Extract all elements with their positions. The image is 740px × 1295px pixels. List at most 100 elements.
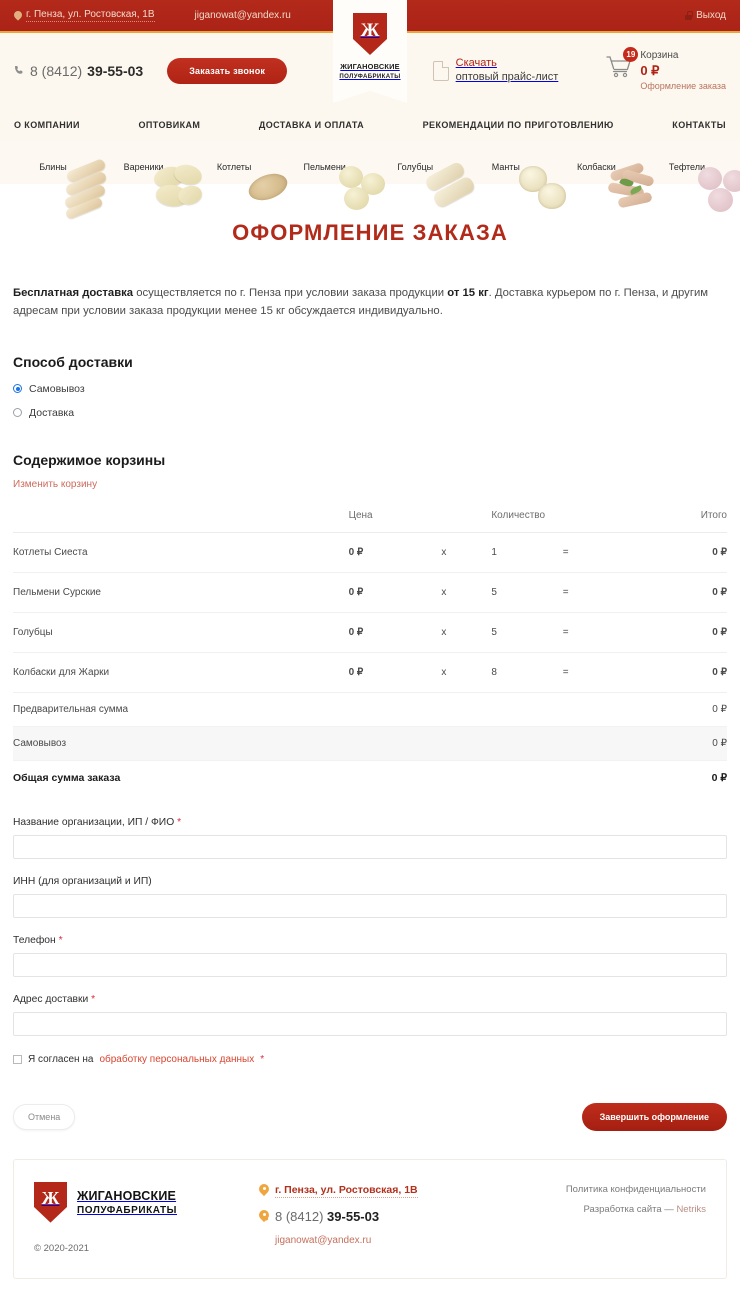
category-tefteli[interactable]: Тефтели xyxy=(644,153,740,212)
developer-link[interactable]: Netriks xyxy=(676,1203,706,1215)
form-actions: Отмена Завершить оформление xyxy=(13,1102,727,1131)
category-golubcy[interactable]: Голубцы xyxy=(372,153,477,209)
download-line2: оптовый прайс-лист xyxy=(455,70,559,83)
row-mul: x xyxy=(441,532,492,573)
col-total: Итого xyxy=(627,509,727,533)
row-eq: = xyxy=(562,652,627,693)
category-label: Колбаски xyxy=(577,162,616,172)
footer-phone-main: 39-55-03 xyxy=(327,1208,380,1224)
nav-item-wholesale[interactable]: ОПТОВИКАМ xyxy=(138,119,201,130)
footer-address-text: г. Пенза, ул. Ростовская, 1В xyxy=(275,1183,418,1198)
logout-link[interactable]: Выход xyxy=(685,10,726,21)
row-total: 0 ₽ xyxy=(627,652,727,693)
privacy-policy-link[interactable]: обработку персональных данных xyxy=(99,1053,255,1065)
privacy-policy-link[interactable]: Политика конфиденциальности xyxy=(565,1183,706,1195)
consent-row[interactable]: Я согласен на обработку персональных дан… xyxy=(13,1054,727,1065)
page-title: ОФОРМЛЕНИЕ ЗАКАЗА xyxy=(232,220,508,245)
consent-checkbox[interactable] xyxy=(13,1054,22,1064)
delivery-method-heading: Способ доставки xyxy=(13,353,133,370)
site-logo[interactable]: Ж ЖИГАНОВСКИЕ ПОЛУФАБРИКАТЫ xyxy=(333,0,407,103)
radio-indicator[interactable] xyxy=(13,384,22,394)
totals-label: Самовывоз xyxy=(13,726,643,761)
logo-line2: ПОЛУФАБРИКАТЫ xyxy=(339,73,401,80)
footer-email-link[interactable]: jiganowat@yandex.ru xyxy=(275,1234,372,1246)
nav-item-about[interactable]: О КОМПАНИИ xyxy=(14,119,80,130)
col-name xyxy=(13,509,349,533)
category-label: Тефтели xyxy=(668,162,706,172)
intro-bold-1: Бесплатная доставка xyxy=(13,287,134,299)
col-qty: Количество xyxy=(491,509,563,533)
row-name: Пельмени Сурские xyxy=(13,572,349,613)
footer-phone[interactable]: 8 (8412) 39-55-03 xyxy=(259,1209,529,1224)
inn-input[interactable] xyxy=(13,893,727,918)
topbar-email-link[interactable]: jiganowat@yandex.ru xyxy=(194,10,291,21)
footer-address-link[interactable]: г. Пенза, ул. Ростовская, 1В xyxy=(259,1184,529,1198)
category-vareniki[interactable]: Вареники xyxy=(101,153,204,209)
cancel-button[interactable]: Отмена xyxy=(13,1103,76,1130)
category-kolbaski[interactable]: Колбаски xyxy=(553,153,656,209)
radio-delivery[interactable]: Доставка xyxy=(13,407,727,419)
submit-order-button[interactable]: Завершить оформление xyxy=(581,1102,727,1131)
nav-item-delivery[interactable]: ДОСТАВКА И ОПЛАТА xyxy=(258,119,365,130)
download-pricelist-link[interactable]: Скачать оптовый прайс-лист xyxy=(432,56,559,85)
order-callback-button[interactable]: Заказать звонок xyxy=(167,57,288,84)
category-label: Манты xyxy=(491,162,520,172)
radio-label: Доставка xyxy=(29,406,75,419)
cart-checkout-link[interactable]: Оформление заказа xyxy=(640,80,726,91)
topbar-address-text: г. Пенза, ул. Ростовская, 1В xyxy=(26,9,155,22)
totals-row-grand: Общая сумма заказа 0 ₽ xyxy=(13,760,727,795)
header-phone-prefix: 8 (8412) xyxy=(30,62,83,79)
nav-item-recipes[interactable]: РЕКОМЕНДАЦИИ ПО ПРИГОТОВЛЕНИЮ xyxy=(422,119,614,130)
radio-pickup[interactable]: Самовывоз xyxy=(13,383,727,395)
category-label: Пельмени xyxy=(303,162,346,172)
logout-label: Выход xyxy=(696,10,726,21)
nav-item-contacts[interactable]: КОНТАКТЫ xyxy=(672,119,726,130)
totals-value: 0 ₽ xyxy=(642,726,727,761)
totals-value: 0 ₽ xyxy=(642,692,727,727)
table-row: Голубцы 0 ₽ x 5 = 0 ₽ xyxy=(13,612,727,653)
row-total: 0 ₽ xyxy=(627,572,727,613)
row-total: 0 ₽ xyxy=(627,612,727,653)
category-bliny[interactable]: Блины xyxy=(10,153,108,220)
checkout-form: Название организации, ИП / ФИО * ИНН (дл… xyxy=(13,817,727,1131)
row-mul: x xyxy=(441,572,492,613)
row-qty: 5 xyxy=(491,612,563,653)
radio-indicator[interactable] xyxy=(13,408,22,418)
header-phone-main: 39-55-03 xyxy=(87,62,144,79)
required-marker: * xyxy=(177,816,182,828)
logo-monogram: Ж xyxy=(41,1188,60,1209)
document-icon xyxy=(432,60,449,81)
col-mul-spacer xyxy=(441,509,492,533)
category-manty[interactable]: Манты xyxy=(463,153,566,209)
field-inn: ИНН (для организаций и ИП) xyxy=(13,876,727,918)
totals-label: Общая сумма заказа xyxy=(13,771,121,784)
organization-input[interactable] xyxy=(13,834,727,859)
category-pelmeni[interactable]: Пельмени xyxy=(282,153,385,210)
category-label: Вареники xyxy=(123,162,164,172)
consent-prefix: Я согласен на xyxy=(28,1053,94,1065)
category-label: Голубцы xyxy=(397,162,434,172)
totals-row-subtotal: Предварительная сумма 0 ₽ xyxy=(13,692,727,727)
footer-contacts-column: г. Пенза, ул. Ростовская, 1В 8 (8412) 39… xyxy=(259,1182,529,1254)
category-label: Котлеты xyxy=(216,162,252,172)
table-row: Котлеты Сиеста 0 ₽ x 1 = 0 ₽ xyxy=(13,532,727,573)
cart-widget[interactable]: 19 Корзина 0 ₽ Оформление заказа xyxy=(606,46,726,92)
row-name: Голубцы xyxy=(13,612,349,653)
header-phone[interactable]: 8 (8412) 39-55-03 xyxy=(14,63,143,79)
field-label: Телефон * xyxy=(13,935,727,946)
category-kotlety[interactable]: Котлеты xyxy=(191,153,292,206)
totals-label: Предварительная сумма xyxy=(13,692,643,727)
phone-input[interactable] xyxy=(13,952,727,977)
row-name: Колбаски для Жарки xyxy=(13,652,349,693)
footer-logo[interactable]: Ж ЖИГАНОВСКИЕ ПОЛУФАБРИКАТЫ xyxy=(34,1181,259,1223)
logo-line1: ЖИГАНОВСКИЕ xyxy=(340,62,400,71)
phone-icon xyxy=(14,65,25,76)
site-footer: Ж ЖИГАНОВСКИЕ ПОЛУФАБРИКАТЫ © 2020-2021 … xyxy=(13,1158,727,1279)
footer-phone-prefix: 8 (8412) xyxy=(275,1208,328,1224)
field-phone: Телефон * xyxy=(13,935,727,977)
topbar-address-link[interactable]: г. Пенза, ул. Ростовская, 1В xyxy=(14,9,155,22)
edit-cart-link[interactable]: Изменить корзину xyxy=(13,478,98,490)
download-line1: Скачать xyxy=(455,56,497,69)
intro-tail: . Доставка курьером по г. Пенза, и други… xyxy=(13,287,709,318)
address-input[interactable] xyxy=(13,1011,727,1036)
